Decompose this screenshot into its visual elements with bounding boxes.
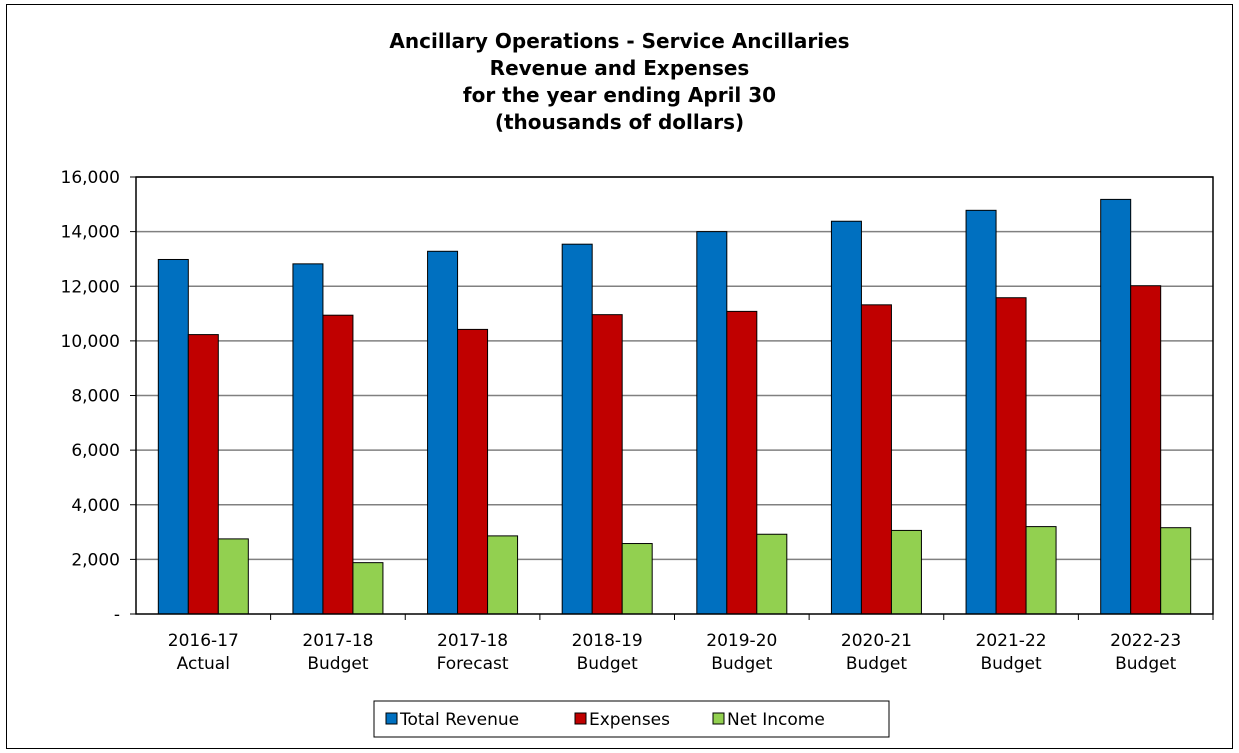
legend-label: Total Revenue — [399, 710, 519, 730]
x-tick-label: Budget — [1115, 654, 1176, 674]
legend: Total Revenue Expenses Net Income — [373, 700, 890, 738]
x-tick-label: Budget — [980, 654, 1041, 674]
bar-expenses — [591, 314, 623, 615]
bar-total-revenue — [292, 263, 324, 615]
bar-total-revenue — [561, 243, 593, 615]
bar-expenses — [726, 310, 758, 615]
bar-net-income — [621, 543, 653, 615]
y-tick-label: 2,000 — [71, 550, 120, 570]
x-tick-label: 2019-20 — [706, 631, 777, 651]
bar-expenses — [187, 334, 219, 615]
bar-total-revenue — [830, 220, 862, 615]
bar-net-income — [890, 529, 922, 615]
bar-expenses — [995, 297, 1027, 615]
y-tick-label: - — [114, 605, 120, 625]
x-tick-label: 2018-19 — [572, 631, 643, 651]
legend-label: Expenses — [589, 710, 670, 730]
y-tick-label: 8,000 — [71, 387, 120, 407]
legend-box — [373, 700, 890, 738]
x-tick-label: Budget — [846, 654, 907, 674]
bar-total-revenue — [427, 250, 459, 615]
y-tick-label: 4,000 — [71, 496, 120, 516]
y-tick-label: 16,000 — [61, 168, 120, 188]
bar-expenses — [457, 328, 489, 615]
bar-net-income — [1160, 527, 1192, 615]
x-tick-label: Budget — [711, 654, 772, 674]
bar-expenses — [322, 314, 354, 615]
chart-title-line-3: for the year ending April 30 — [462, 83, 777, 107]
x-tick-label: Budget — [577, 654, 638, 674]
chart-title-line-4: (thousands of dollars) — [494, 110, 745, 134]
chart-title-line-2: Revenue and Expenses — [489, 56, 750, 80]
x-tick-label: Budget — [307, 654, 368, 674]
x-tick-label: Actual — [177, 654, 230, 674]
x-tick-label: 2016-17 — [168, 631, 239, 651]
x-tick-label: 2022-23 — [1110, 631, 1181, 651]
y-axis-ticks: - 2,000 4,000 6,000 8,000 10,000 12,000 14,000 1… — [61, 168, 136, 625]
bar-net-income — [352, 562, 384, 615]
y-tick-label: 10,000 — [61, 332, 120, 352]
legend-label: Net Income — [727, 710, 825, 730]
x-tick-label: 2020-21 — [841, 631, 912, 651]
bar-net-income — [487, 535, 519, 615]
bar-net-income — [756, 533, 788, 615]
y-tick-label: 14,000 — [61, 223, 120, 243]
bar-total-revenue — [696, 231, 728, 615]
bar-expenses — [1130, 285, 1162, 615]
bar-net-income — [1025, 526, 1057, 615]
x-tick-label: 2017-18 — [302, 631, 373, 651]
bar-total-revenue — [1100, 198, 1132, 615]
legend-swatch — [712, 712, 725, 725]
bars — [157, 198, 1192, 615]
chart-title-line-1: Ancillary Operations - Service Ancillari… — [389, 29, 850, 53]
x-tick-label: 2021-22 — [976, 631, 1047, 651]
legend-swatch — [574, 712, 587, 725]
y-tick-label: 12,000 — [61, 277, 120, 297]
chart-title: Ancillary Operations - Service Ancillari… — [0, 28, 1239, 136]
x-axis-ticks: 2016-17 Actual 2017-18 Budget 2017-18 Forecas… — [168, 614, 1214, 674]
bar-total-revenue — [157, 258, 189, 615]
x-tick-label: Forecast — [437, 654, 509, 674]
bar-net-income — [217, 538, 249, 615]
y-tick-label: 6,000 — [71, 441, 120, 461]
bar-expenses — [860, 304, 892, 615]
x-tick-label: 2017-18 — [437, 631, 508, 651]
bar-total-revenue — [965, 209, 997, 615]
legend-swatch — [385, 712, 398, 725]
